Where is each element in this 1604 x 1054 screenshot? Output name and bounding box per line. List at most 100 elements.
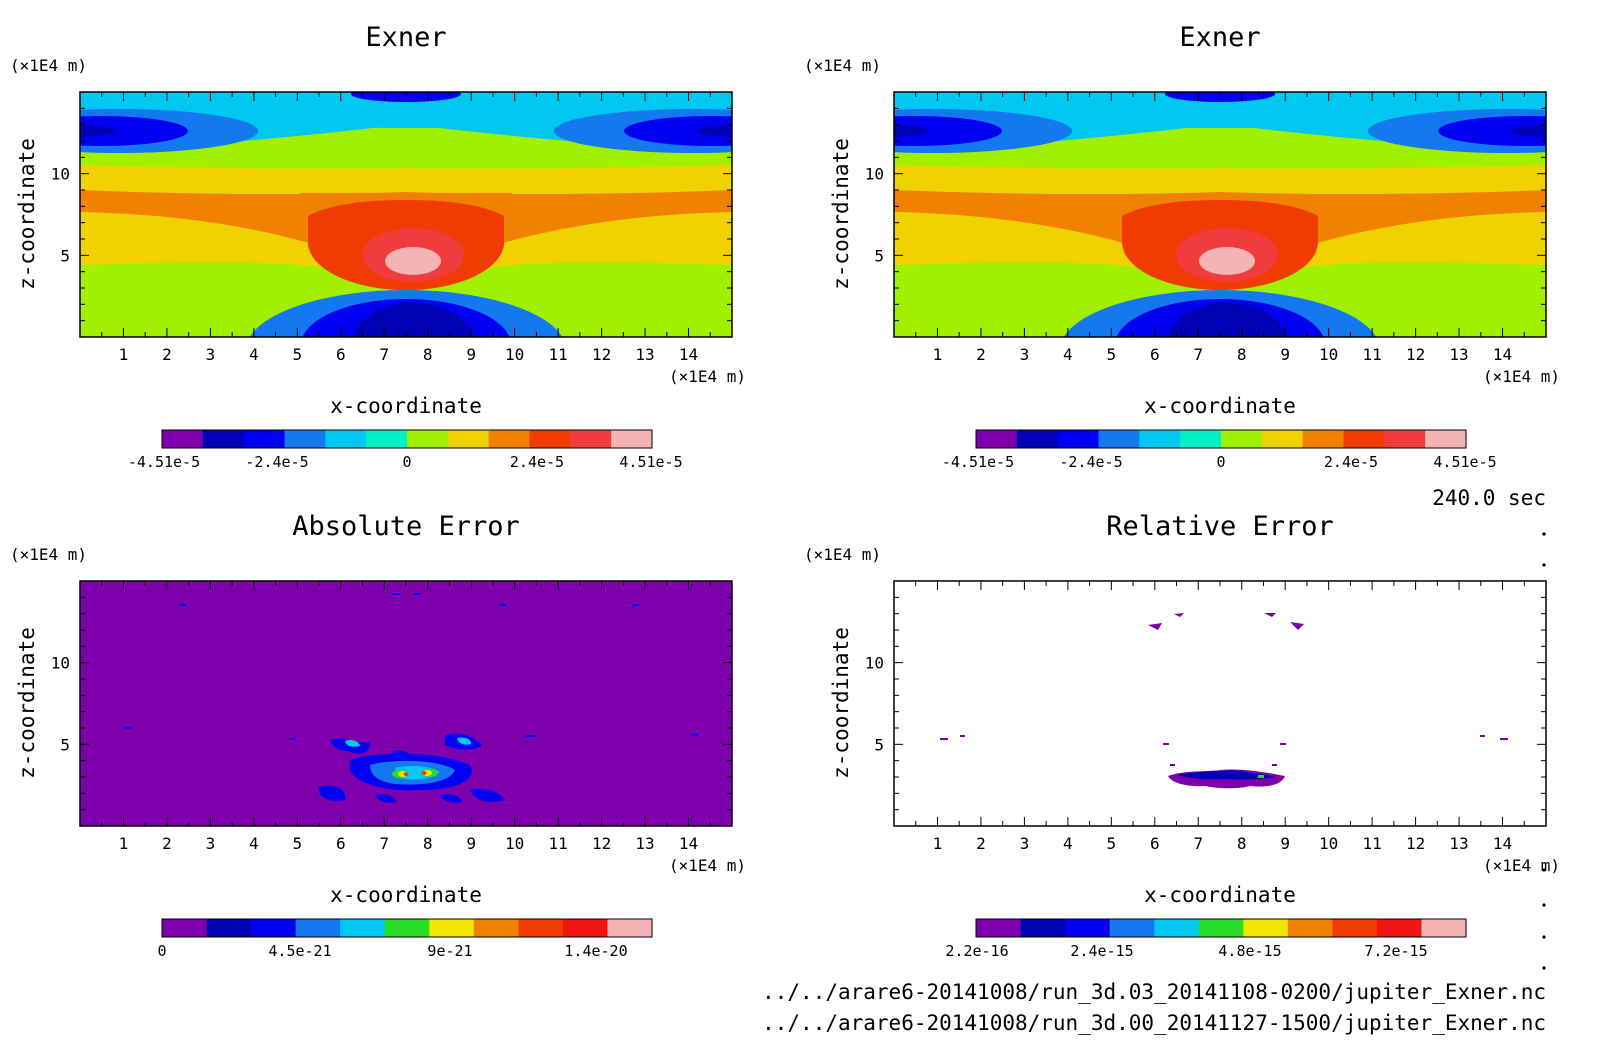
x-tick-label: 1	[119, 345, 129, 364]
x-tick-label: 14	[679, 834, 698, 853]
x-axis-label: x-coordinate	[1144, 394, 1296, 418]
colorbar-segment	[1384, 430, 1426, 448]
file-path-1: ../../arare6-20141008/run_3d.03_20141108…	[762, 980, 1546, 1004]
colorbar-segment	[976, 430, 1018, 448]
x-tick-label: 10	[505, 345, 524, 364]
x-tick-label: 2	[162, 345, 172, 364]
colorbar-tick-label: 9e-21	[427, 942, 472, 960]
exner-field	[894, 92, 1546, 337]
colorbar	[975, 918, 1467, 938]
x-tick-label: 2	[162, 834, 172, 853]
x-tick-label: 9	[466, 345, 476, 364]
x-axis-label: x-coordinate	[330, 394, 482, 418]
x-tick-label: 5	[293, 834, 303, 853]
x-tick-label: 6	[1150, 345, 1160, 364]
x-tick-label: 8	[1237, 834, 1247, 853]
colorbar-segment	[488, 430, 530, 448]
y-unit-label: (×1E4 m)	[10, 56, 87, 75]
y-tick-label: 5	[60, 735, 70, 754]
x-unit-label: (×1E4 m)	[669, 856, 746, 875]
x-axis-label: x-coordinate	[1144, 883, 1296, 907]
x-tick-label: 5	[1107, 834, 1117, 853]
x-tick-label: 14	[1493, 834, 1512, 853]
y-axis-label: z-coordinate	[15, 627, 39, 779]
x-tick-label: 12	[592, 834, 611, 853]
x-tick-label: 6	[336, 345, 346, 364]
panel-exner-right: Exner (×1E4 m)	[804, 22, 1560, 471]
panel-title: Exner	[1179, 22, 1260, 53]
panel-exner-left: Exner (×1E4 m) 1	[10, 22, 746, 471]
colorbar-segment	[1065, 919, 1111, 937]
colorbar-segment	[429, 919, 475, 937]
colorbar-segment	[1243, 919, 1289, 937]
colorbar-tick-label: 4.51e-5	[619, 453, 682, 471]
y-tick-label: 10	[865, 654, 884, 673]
panel-title: Relative Error	[1106, 511, 1334, 542]
colorbar-tick-label: 7.2e-15	[1364, 942, 1427, 960]
margin-dots	[1542, 532, 1546, 970]
colorbar-segment	[325, 430, 367, 448]
colorbar-frame	[975, 918, 1467, 938]
x-unit-label: (×1E4 m)	[669, 367, 746, 386]
file-path-2: ../../arare6-20141008/run_3d.00_20141127…	[762, 1011, 1546, 1035]
colorbar-labels: -4.51e-5 -2.4e-5 0 2.4e-5 4.51e-5	[942, 453, 1497, 471]
colorbar-segment	[1261, 430, 1304, 448]
colorbar-segment	[1376, 919, 1422, 937]
x-tick-label: 11	[549, 345, 568, 364]
colorbar-tick-label: 0	[1216, 453, 1225, 471]
panel-absolute-error: Absolute Error (×1E4 m)	[10, 511, 746, 960]
colorbar-segment	[202, 430, 245, 448]
panel-title: Absolute Error	[292, 511, 520, 542]
colorbar-tick-label: 2.4e-5	[1324, 453, 1378, 471]
colorbar-labels: 2.2e-16 2.4e-15 4.8e-15 7.2e-15	[945, 942, 1427, 960]
x-tick-label: 2	[976, 834, 986, 853]
colorbar-segment	[1016, 430, 1059, 448]
colorbar-segment	[447, 430, 490, 448]
colorbar-tick-label: -4.51e-5	[128, 453, 200, 471]
x-tick-label: 5	[293, 345, 303, 364]
x-tick-label: 9	[1280, 345, 1290, 364]
colorbar-segment	[366, 430, 408, 448]
x-tick-label: 13	[635, 834, 654, 853]
y-axis-label: z-coordinate	[829, 627, 853, 779]
colorbar-segment	[1343, 430, 1385, 448]
x-tick-label: 13	[635, 345, 654, 364]
x-tick-label: 14	[679, 345, 698, 364]
panel-title: Exner	[365, 22, 446, 53]
colorbar-segment	[1332, 919, 1378, 937]
x-tick-label: 8	[423, 345, 433, 364]
colorbar-segment	[1287, 919, 1333, 937]
colorbar-segment	[611, 430, 653, 448]
colorbar-labels: -4.51e-5 -2.4e-5 0 2.4e-5 4.51e-5	[128, 453, 683, 471]
x-tick-label: 3	[1020, 345, 1030, 364]
colorbar-segment	[473, 919, 519, 937]
relative-error-field	[894, 581, 1546, 826]
colorbar-frame	[975, 429, 1467, 449]
x-tick-label: 11	[1363, 345, 1382, 364]
colorbar-tick-label: -2.4e-5	[245, 453, 308, 471]
colorbar	[161, 429, 653, 449]
colorbar-segment	[1020, 919, 1066, 937]
absolute-error-field	[80, 581, 732, 826]
x-tick-label: 7	[1193, 345, 1203, 364]
x-tick-label: 1	[933, 834, 943, 853]
x-tick-label: 8	[1237, 345, 1247, 364]
colorbar-labels: 0 4.5e-21 9e-21 1.4e-20	[157, 942, 627, 960]
colorbar-tick-label: 2.4e-15	[1070, 942, 1133, 960]
y-tick-label: 10	[51, 165, 70, 184]
x-tick-label: 1	[119, 834, 129, 853]
colorbar-segment	[162, 430, 204, 448]
x-tick-label: 5	[1107, 345, 1117, 364]
x-tick-label: 13	[1449, 834, 1468, 853]
exner-field	[80, 92, 732, 337]
x-tick-label: 3	[206, 345, 216, 364]
colorbar-frame	[161, 429, 653, 449]
colorbar-segment	[1302, 430, 1344, 448]
colorbar-segment	[562, 919, 608, 937]
x-tick-label: 11	[549, 834, 568, 853]
x-tick-label: 12	[1406, 345, 1425, 364]
time-label: 240.0 sec	[1432, 486, 1546, 510]
colorbar-segment	[1109, 919, 1155, 937]
